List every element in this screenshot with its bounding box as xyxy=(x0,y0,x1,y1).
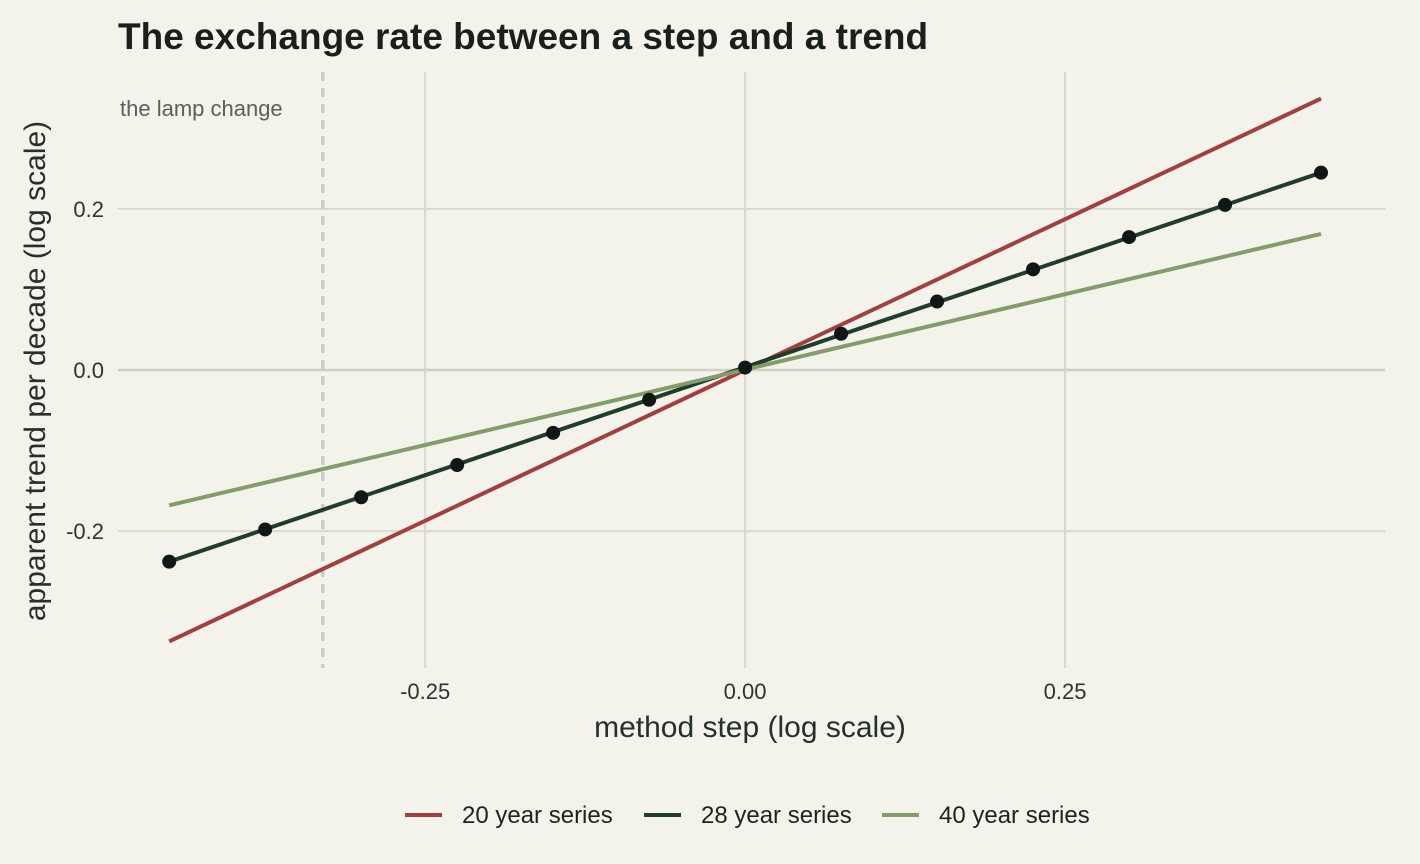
legend: 20 year series 28 year series 40 year seri… xyxy=(405,802,1090,829)
legend-label-0: 20 year series xyxy=(462,802,613,829)
data-point-1-12 xyxy=(1314,165,1329,180)
y-tick-label-2: 0.2 xyxy=(73,197,104,222)
data-point-1-6 xyxy=(738,360,753,375)
x-tick-label-2: 0.25 xyxy=(1044,679,1087,704)
data-point-1-9 xyxy=(1026,262,1041,277)
legend-label-1: 28 year series xyxy=(701,802,852,829)
data-point-1-5 xyxy=(642,392,657,407)
tick-labels: -0.25 0.00 0.25 -0.2 0.0 0.2 xyxy=(66,197,1086,704)
annotation-label: the lamp change xyxy=(120,96,283,121)
data-point-1-8 xyxy=(930,294,945,309)
data-point-1-0 xyxy=(162,554,177,569)
x-axis-title: method step (log scale) xyxy=(594,711,906,744)
series-points xyxy=(162,165,1329,569)
x-tick-label-1: 0.00 xyxy=(724,679,767,704)
data-point-1-3 xyxy=(450,458,465,473)
y-tick-label-0: -0.2 xyxy=(66,519,104,544)
chart-title: The exchange rate between a step and a t… xyxy=(118,16,928,57)
data-point-1-11 xyxy=(1218,197,1233,212)
data-point-1-7 xyxy=(834,326,849,341)
data-point-1-4 xyxy=(546,425,561,440)
data-point-1-10 xyxy=(1122,230,1137,245)
y-tick-label-1: 0.0 xyxy=(73,358,104,383)
legend-label-2: 40 year series xyxy=(939,802,1090,829)
data-point-1-2 xyxy=(354,490,369,505)
data-point-1-1 xyxy=(258,522,273,537)
x-tick-label-0: -0.25 xyxy=(400,679,450,704)
y-axis-title: apparent trend per decade (log scale) xyxy=(19,121,52,621)
